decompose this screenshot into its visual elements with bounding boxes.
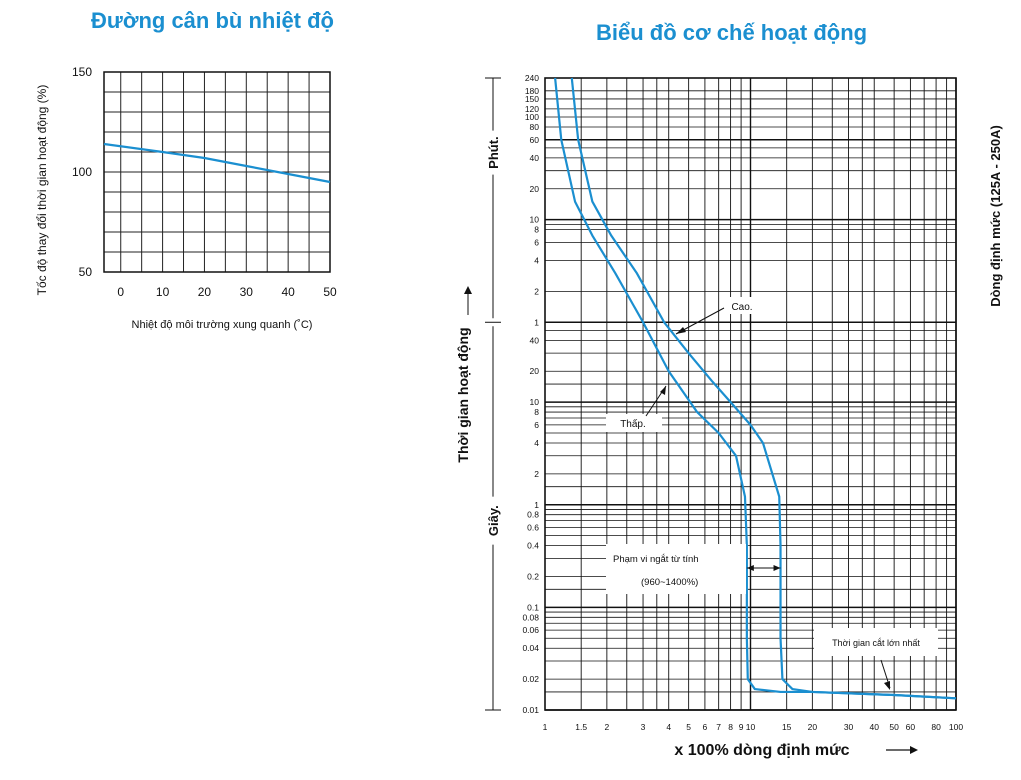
magnetic-range-title: Phạm vi ngắt từ tính xyxy=(613,554,699,565)
op-y-tick-label-seconds: 8 xyxy=(534,407,539,417)
max-break-arrow xyxy=(884,681,890,690)
op-y-tick-label-seconds: 40 xyxy=(530,335,540,345)
op-x-tick-label: 1 xyxy=(543,722,548,732)
op-y-tick-label-seconds: 0.04 xyxy=(522,643,539,653)
op-x-tick-label: 30 xyxy=(844,722,854,732)
op-right-label: Dòng định mức (125A - 250A) xyxy=(988,125,1003,307)
seconds-label-mask xyxy=(486,496,500,545)
op-y-tick-label-minutes: 1 xyxy=(534,317,539,327)
op-y-tick-label-seconds: 0.01 xyxy=(522,705,539,715)
magnetic-range-value: (960~1400%) xyxy=(641,577,698,588)
op-y-tick-label-seconds: 0.06 xyxy=(522,625,539,635)
op-x-tick-label: 6 xyxy=(703,722,708,732)
comp-x-tick-label: 50 xyxy=(323,285,337,299)
op-y-tick-label-seconds: 0.02 xyxy=(522,674,539,684)
comp-x-tick-label: 10 xyxy=(156,285,170,299)
op-y-tick-label-minutes: 10 xyxy=(530,215,540,225)
op-y-tick-label-minutes: 150 xyxy=(525,94,539,104)
op-y-tick-label-minutes: 240 xyxy=(525,73,539,83)
op-y-tick-label-minutes: 6 xyxy=(534,237,539,247)
low-label: Thấp. xyxy=(620,418,646,430)
minutes-unit-label: Phút. xyxy=(486,136,501,169)
op-y-tick-label-seconds: 6 xyxy=(534,420,539,430)
low-label-box xyxy=(606,414,662,432)
op-x-tick-label: 5 xyxy=(686,722,691,732)
operation-chart: 1 1.5 2 3 4 5 6 7 8 9 10 15 20 30 40 50 60 80 1000.010.020… xyxy=(455,73,1003,759)
op-y-tick-label-seconds: 1 xyxy=(534,500,539,510)
op-x-tick-label: 80 xyxy=(931,722,941,732)
op-y-tick-label-seconds: 0.8 xyxy=(527,510,539,520)
op-x-tick-label: 2 xyxy=(604,722,609,732)
compensation-chart-title: Đường cân bù nhiệt độ xyxy=(91,8,334,33)
op-x-tick-label: 1.5 xyxy=(575,722,587,732)
high-label: Cao. xyxy=(731,302,752,313)
comp-x-tick-label: 20 xyxy=(198,285,212,299)
low-leader-arrow xyxy=(660,386,666,395)
comp-y-tick-label: 50 xyxy=(79,265,93,279)
op-y-tick-label-seconds: 2 xyxy=(534,469,539,479)
op-y-axis-label: Thời gian hoạt động xyxy=(455,327,471,462)
op-x-tick-label: 4 xyxy=(666,722,671,732)
op-x-axis-arrow-head xyxy=(910,746,918,754)
minutes-label-mask xyxy=(486,130,500,175)
operation-chart-title: Biểu đồ cơ chế hoạt động xyxy=(596,20,868,45)
comp-x-tick-label: 40 xyxy=(281,285,295,299)
op-y-tick-label-minutes: 120 xyxy=(525,104,539,114)
comp-series-line xyxy=(103,142,331,184)
op-y-tick-label-minutes: 4 xyxy=(534,255,539,265)
op-y-tick-label-minutes: 100 xyxy=(525,112,539,122)
op-y-tick-label-seconds: 0.2 xyxy=(527,571,539,581)
op-y-tick-label-minutes: 60 xyxy=(530,135,540,145)
comp-x-tick-label: 30 xyxy=(240,285,254,299)
op-x-tick-label: 8 xyxy=(728,722,733,732)
compensation-chart: 0 10 20 30 40 50 150 100 50 Nhiệt độ môi trường x… xyxy=(35,65,337,331)
comp-x-axis-label: Nhiệt độ môi trường xung quanh (˚C) xyxy=(132,319,313,331)
op-plot-frame xyxy=(544,77,957,711)
op-y-tick-label-seconds: 0.4 xyxy=(527,541,539,551)
comp-plot-frame xyxy=(103,71,331,273)
high-leader-arrow xyxy=(676,327,686,334)
op-y-tick-label-seconds: 10 xyxy=(530,397,540,407)
comp-y-tick-label: 100 xyxy=(72,165,92,179)
op-y-tick-label-minutes: 8 xyxy=(534,225,539,235)
op-x-tick-label: 50 xyxy=(889,722,899,732)
op-y-tick-label-seconds: 4 xyxy=(534,438,539,448)
op-x-tick-label: 3 xyxy=(641,722,646,732)
op-x-tick-label: 7 xyxy=(716,722,721,732)
op-y-tick-label-minutes: 80 xyxy=(530,122,540,132)
max-break-box xyxy=(814,628,938,656)
op-y-axis-arrow-head xyxy=(464,286,472,294)
high-label-box xyxy=(722,297,764,314)
op-y-tick-label-seconds: 0.1 xyxy=(527,602,539,612)
op-y-tick-label-minutes: 20 xyxy=(530,184,540,194)
op-y-tick-label-seconds: 0.08 xyxy=(522,612,539,622)
op-x-tick-label: 100 xyxy=(949,722,963,732)
seconds-unit-label: Giây. xyxy=(486,505,501,536)
op-y-tick-label-minutes: 2 xyxy=(534,286,539,296)
magnetic-range-box xyxy=(606,544,746,594)
op-x-tick-label: 40 xyxy=(869,722,879,732)
op-x-tick-label: 20 xyxy=(808,722,818,732)
op-x-axis-label: x 100% dòng định mức xyxy=(674,742,849,759)
op-x-tick-label: 9 xyxy=(739,722,744,732)
op-x-tick-label: 15 xyxy=(782,722,792,732)
max-break-label: Thời gian cắt lớn nhất xyxy=(832,638,920,648)
op-x-tick-label: 10 xyxy=(746,722,756,732)
comp-x-tick-label: 0 xyxy=(117,285,124,299)
comp-y-axis-label: Tốc độ thay đổi thời gian hoạt động (%) xyxy=(35,85,49,296)
magnetic-range-arrow-left xyxy=(746,565,754,571)
op-y-tick-label-seconds: 20 xyxy=(530,366,540,376)
op-x-tick-label: 60 xyxy=(906,722,916,732)
magnetic-range-arrow-right xyxy=(773,565,781,571)
op-y-tick-label-seconds: 0.6 xyxy=(527,523,539,533)
op-y-tick-label-minutes: 180 xyxy=(525,86,539,96)
comp-y-tick-label: 150 xyxy=(72,65,92,79)
op-y-tick-label-minutes: 40 xyxy=(530,153,540,163)
